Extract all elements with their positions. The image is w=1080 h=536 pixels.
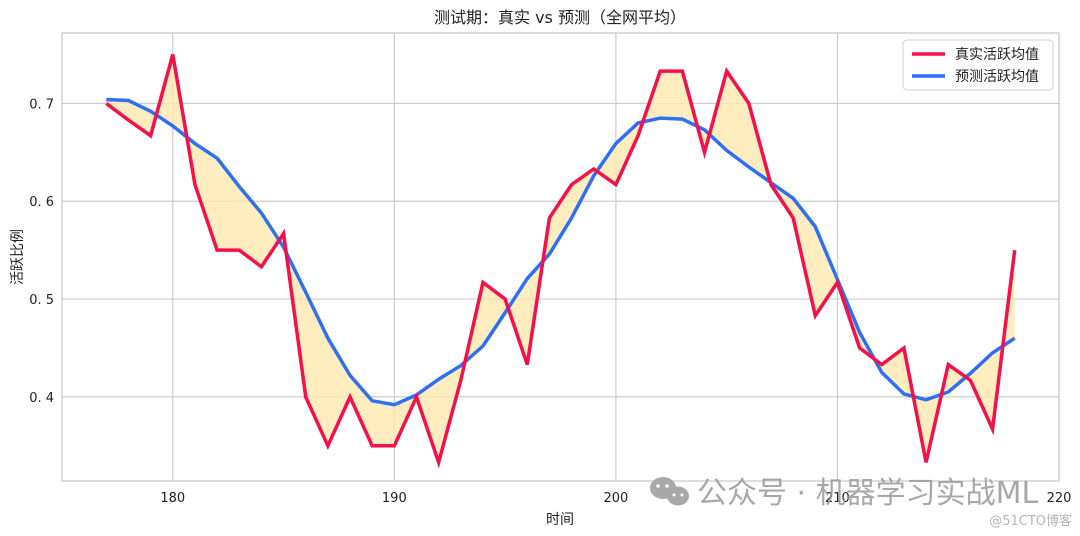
grid-lines [62, 33, 1060, 481]
predicted-line [106, 97, 1016, 407]
legend-label-predicted: 预测活跃均值 [955, 69, 1039, 85]
series-lines [105, 54, 1017, 469]
y-tick-label: 0. 6 [29, 195, 54, 210]
wechat-icon [650, 477, 689, 506]
source-watermark: @51CTO博客 [989, 513, 1072, 529]
x-tick-label: 210 [825, 491, 850, 506]
watermark-text: 公众号 · 机器学习实战ML [697, 476, 1038, 511]
y-tick-label: 0. 7 [29, 97, 54, 112]
actual-line [105, 54, 1017, 469]
x-tick-label: 220 [1047, 491, 1072, 506]
x-axis-label: 时间 [546, 512, 574, 528]
watermark: 公众号 · 机器学习实战ML @51CTO博客 [650, 476, 1072, 529]
chart-title: 测试期：真实 vs 预测（全网平均） [434, 8, 686, 27]
x-tick-label: 200 [603, 491, 628, 506]
x-tick-label: 180 [160, 491, 185, 506]
legend-label-actual: 真实活跃均值 [955, 47, 1039, 63]
y-tick-label: 0. 4 [29, 391, 54, 406]
legend: 真实活跃均值 预测活跃均值 [902, 39, 1054, 91]
x-axis-ticks: 180 190 200 210 220 [160, 491, 1071, 506]
y-axis-ticks: 0. 4 0. 5 0. 6 0. 7 [29, 97, 54, 405]
plot-frame [61, 32, 1060, 482]
difference-fill [106, 54, 1015, 463]
y-tick-label: 0. 5 [29, 293, 54, 308]
y-axis-label: 活跃比例 [10, 229, 26, 285]
x-tick-label: 190 [382, 491, 407, 506]
